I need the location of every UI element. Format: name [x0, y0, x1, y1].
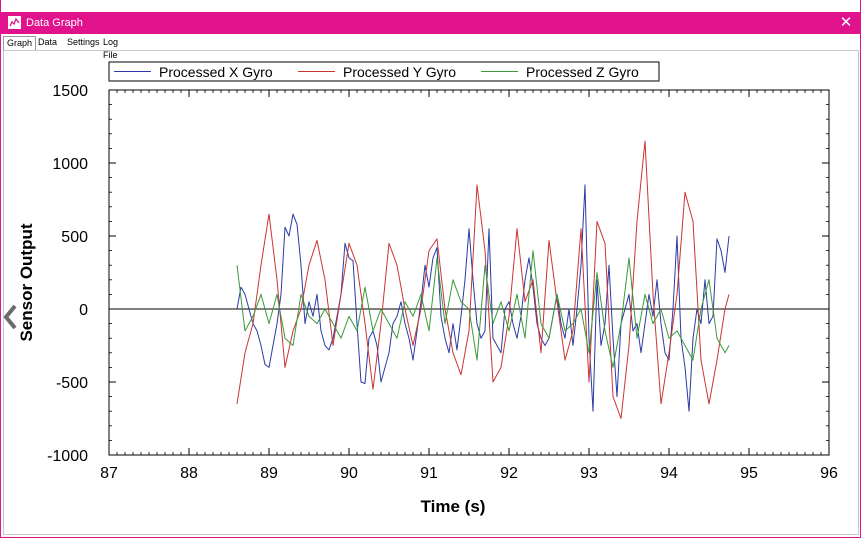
y-tick-label: 0 — [79, 302, 88, 319]
x-axis-label: Time (s) — [421, 497, 486, 516]
panel-border-right — [858, 50, 859, 535]
x-tick-label: 93 — [580, 465, 598, 482]
y-tick-label: 1000 — [52, 156, 88, 173]
panel-border-left — [3, 50, 4, 535]
legend-box — [108, 61, 660, 82]
y-tick-label: -1000 — [47, 448, 88, 465]
plot-frame — [108, 89, 830, 456]
y-tick-label: 1500 — [52, 83, 88, 100]
graph-window-icon — [8, 16, 21, 29]
x-tick-label: 88 — [180, 465, 198, 482]
x-tick-label: 87 — [100, 465, 118, 482]
chevron-left-icon[interactable] — [2, 303, 20, 331]
chart-legend: Processed X Gyro Processed Y Gyro Processe… — [108, 61, 660, 82]
x-tick-label: 91 — [420, 465, 438, 482]
x-tick-label: 90 — [340, 465, 358, 482]
series-line-2 — [236, 140, 730, 419]
x-tick-label: 89 — [260, 465, 278, 482]
tab-log-file[interactable]: Log File — [103, 37, 119, 60]
tab-divider — [3, 50, 859, 51]
x-tick-label: 94 — [660, 465, 678, 482]
y-tick-label: 500 — [61, 229, 88, 246]
tab-settings[interactable]: Settings — [67, 37, 100, 47]
legend-label-3: Processed Z Gyro — [526, 64, 639, 80]
x-tick-label: 92 — [500, 465, 518, 482]
tab-data[interactable]: Data — [38, 37, 58, 47]
chart-axes: 87 88 89 90 91 92 93 94 95 96 -1000 -500 0 500 1000 150… — [17, 83, 838, 516]
tab-graph[interactable]: Graph — [3, 36, 37, 51]
legend-label-2: Processed Y Gyro — [343, 64, 456, 80]
y-tick-label: -500 — [56, 375, 88, 392]
close-icon[interactable]: ✕ — [839, 14, 853, 31]
x-tick-label: 96 — [820, 465, 838, 482]
x-tick-label: 95 — [740, 465, 758, 482]
title-bar[interactable]: Data Graph ✕ — [1, 12, 861, 34]
window-title: Data Graph — [26, 17, 83, 29]
series-line-3 — [236, 250, 730, 368]
legend-label-1: Processed X Gyro — [159, 64, 273, 80]
series-line-1 — [236, 184, 730, 412]
panel-border-bottom — [3, 534, 859, 535]
chart-series — [236, 140, 730, 419]
